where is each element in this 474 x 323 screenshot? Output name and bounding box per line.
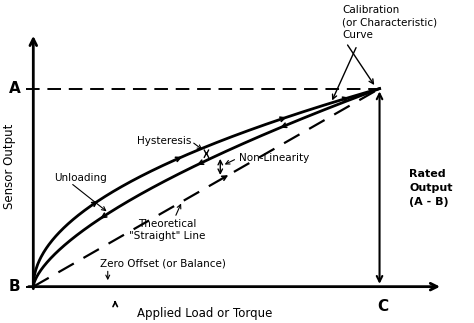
Text: Hysteresis: Hysteresis [137, 136, 191, 146]
Text: Theoretical
"Straight" Line: Theoretical "Straight" Line [129, 219, 206, 241]
Text: A: A [9, 81, 20, 96]
Text: Zero Offset (or Balance): Zero Offset (or Balance) [100, 259, 226, 269]
Text: Sensor Output: Sensor Output [2, 123, 16, 209]
Text: Non-Linearity: Non-Linearity [239, 153, 309, 163]
Text: Applied Load or Torque: Applied Load or Torque [137, 307, 272, 320]
Text: B: B [9, 279, 20, 294]
Text: Calibration
(or Characteristic)
Curve: Calibration (or Characteristic) Curve [342, 5, 438, 40]
Text: Rated
Output
(A - B): Rated Output (A - B) [410, 169, 453, 207]
Text: Unloading: Unloading [54, 173, 107, 183]
Text: C: C [378, 299, 389, 314]
